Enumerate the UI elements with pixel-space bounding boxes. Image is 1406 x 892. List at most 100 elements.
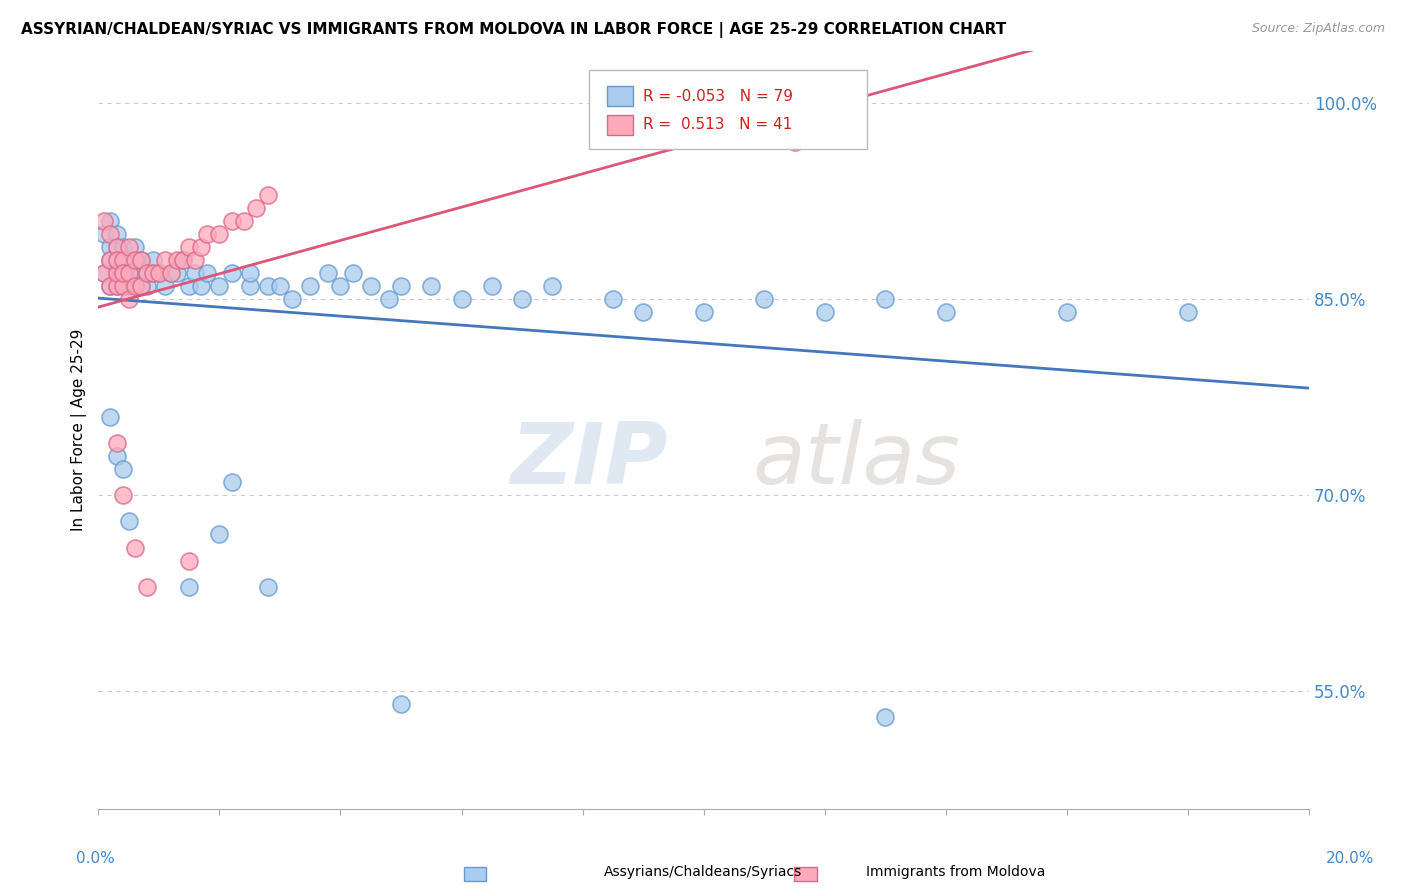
Point: [117, 240, 139, 254]
Point: [117, 252, 139, 267]
Point: [179, 553, 201, 567]
Point: [111, 266, 134, 280]
Point: [153, 252, 176, 267]
Point: [195, 227, 218, 241]
Point: [172, 252, 194, 267]
Point: [105, 279, 128, 293]
Point: [195, 266, 218, 280]
Point: [124, 266, 146, 280]
Point: [129, 266, 152, 280]
Point: [318, 266, 340, 280]
Point: [378, 292, 401, 306]
Point: [124, 541, 146, 555]
Point: [117, 514, 139, 528]
Point: [105, 252, 128, 267]
Point: [239, 266, 262, 280]
Point: [142, 266, 165, 280]
Point: [342, 266, 364, 280]
Text: ZIP: ZIP: [510, 418, 668, 501]
Point: [117, 266, 139, 280]
Point: [100, 409, 122, 424]
Point: [541, 279, 564, 293]
Point: [153, 279, 176, 293]
Point: [148, 266, 170, 280]
Point: [93, 266, 115, 280]
Point: [124, 252, 146, 267]
Point: [142, 266, 165, 280]
Point: [190, 240, 212, 254]
Point: [105, 449, 128, 463]
Point: [129, 252, 152, 267]
Point: [510, 292, 533, 306]
Point: [221, 213, 243, 227]
Point: [172, 252, 194, 267]
Point: [111, 266, 134, 280]
Point: [160, 266, 183, 280]
Point: [239, 279, 262, 293]
Text: 0.0%: 0.0%: [76, 851, 115, 865]
Point: [299, 279, 322, 293]
Point: [184, 252, 207, 267]
Text: atlas: atlas: [752, 418, 960, 501]
Point: [269, 279, 291, 293]
Point: [179, 279, 201, 293]
Point: [105, 252, 128, 267]
Point: [93, 266, 115, 280]
Point: [135, 279, 157, 293]
Point: [257, 279, 280, 293]
Point: [693, 305, 716, 319]
Point: [814, 305, 837, 319]
Point: [124, 279, 146, 293]
Point: [124, 240, 146, 254]
Point: [754, 292, 776, 306]
Point: [420, 279, 443, 293]
Point: [111, 279, 134, 293]
Point: [124, 279, 146, 293]
Point: [389, 698, 412, 712]
Point: [111, 266, 134, 280]
Point: [100, 252, 122, 267]
Point: [1177, 305, 1199, 319]
Point: [100, 240, 122, 254]
Point: [160, 266, 183, 280]
Point: [166, 266, 188, 280]
Point: [208, 527, 231, 541]
Point: [142, 252, 165, 267]
Point: [875, 292, 897, 306]
Point: [179, 240, 201, 254]
Point: [329, 279, 352, 293]
Point: [93, 227, 115, 241]
Text: Immigrants from Moldova: Immigrants from Moldova: [866, 865, 1046, 880]
Text: Assyrians/Chaldeans/Syriacs: Assyrians/Chaldeans/Syriacs: [603, 865, 803, 880]
Bar: [607, 115, 634, 135]
Text: ASSYRIAN/CHALDEAN/SYRIAC VS IMMIGRANTS FROM MOLDOVA IN LABOR FORCE | AGE 25-29 C: ASSYRIAN/CHALDEAN/SYRIAC VS IMMIGRANTS F…: [21, 22, 1007, 38]
Point: [602, 292, 624, 306]
Point: [105, 266, 128, 280]
Point: [111, 488, 134, 502]
Point: [100, 252, 122, 267]
Point: [245, 201, 267, 215]
Point: [935, 305, 957, 319]
Point: [105, 266, 128, 280]
Point: [281, 292, 304, 306]
Point: [450, 292, 472, 306]
Point: [111, 252, 134, 267]
Point: [105, 266, 128, 280]
Point: [631, 305, 654, 319]
Point: [135, 266, 157, 280]
Text: 20.0%: 20.0%: [1326, 851, 1374, 865]
Point: [1056, 305, 1078, 319]
Point: [129, 279, 152, 293]
Point: [129, 279, 152, 293]
Point: [257, 580, 280, 594]
Point: [111, 279, 134, 293]
Point: [208, 279, 231, 293]
Point: [208, 227, 231, 241]
Point: [111, 462, 134, 476]
Point: [100, 213, 122, 227]
Point: [232, 213, 254, 227]
Y-axis label: In Labor Force | Age 25-29: In Labor Force | Age 25-29: [72, 328, 87, 531]
FancyBboxPatch shape: [589, 70, 868, 149]
Bar: [607, 87, 634, 106]
Point: [100, 279, 122, 293]
